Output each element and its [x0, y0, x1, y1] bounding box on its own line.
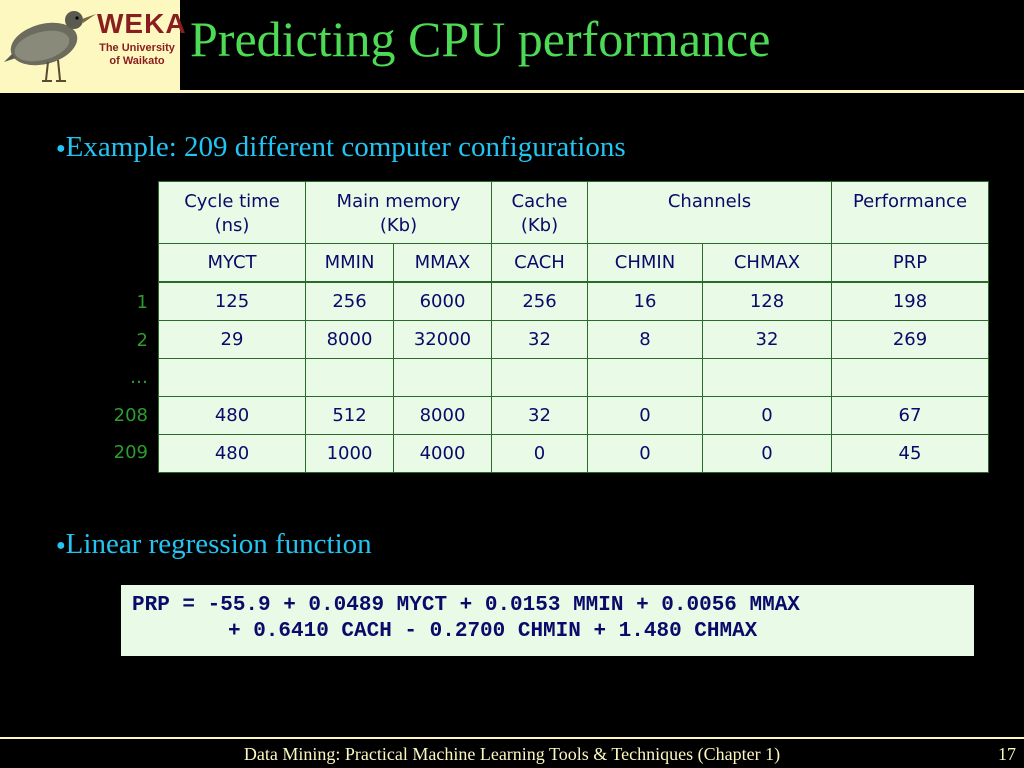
column-header: CHMIN [587, 243, 703, 283]
table-cell: 8000 [305, 320, 394, 359]
table-cell [702, 358, 832, 397]
formula-line-1: PRP = -55.9 + 0.0489 MYCT + 0.0153 MMIN … [132, 594, 800, 617]
table-cell: 0 [702, 396, 832, 435]
table-cell: 0 [702, 434, 832, 473]
header-divider [0, 90, 1024, 93]
table-cell: 8000 [393, 396, 492, 435]
column-header: MMIN [305, 243, 394, 283]
regression-formula: PRP = -55.9 + 0.0489 MYCT + 0.0153 MMIN … [121, 585, 974, 656]
table-cell: 125 [158, 281, 306, 321]
table-cell: 32 [491, 320, 588, 359]
table-cell: 45 [831, 434, 989, 473]
table-cell [491, 358, 588, 397]
table-cell: 29 [158, 320, 306, 359]
table-cell: 32 [491, 396, 588, 435]
table-cell: 8 [587, 320, 703, 359]
table-cell: 6000 [393, 281, 492, 321]
bullet-dot-icon: ● [56, 537, 66, 554]
footer-text: Data Mining: Practical Machine Learning … [243, 744, 781, 764]
column-header-row: MYCT MMIN MMAX CACH CHMIN CHMAX PRP [158, 243, 989, 283]
page-number: 17 [998, 744, 1016, 764]
table-cell [587, 358, 703, 397]
table-cell [305, 358, 394, 397]
table-row: 480 1000 4000 0 0 0 45 [158, 434, 989, 473]
row-label: 209 [113, 442, 148, 464]
table-cell: 16 [587, 281, 703, 321]
weka-brand-text: WEKA [97, 8, 187, 39]
row-label: … [130, 367, 148, 389]
table-cell: 480 [158, 396, 306, 435]
bullet-example: ●Example: 209 different computer configu… [56, 131, 626, 164]
row-label: 1 [136, 292, 148, 313]
table-cell: 512 [305, 396, 394, 435]
table-cell: 256 [491, 281, 588, 321]
slide-title: Predicting CPU performance [190, 11, 771, 67]
table-cell: 480 [158, 434, 306, 473]
table-cell: 198 [831, 281, 989, 321]
table-row [158, 358, 989, 397]
table-row: 480 512 8000 32 0 0 67 [158, 396, 989, 435]
table-cell [831, 358, 989, 397]
formula-line-2: + 0.6410 CACH - 0.2700 CHMIN + 1.480 CHM… [228, 620, 758, 643]
bullet-dot-icon: ● [56, 140, 66, 157]
row-label: 2 [136, 329, 148, 351]
table-cell: 0 [491, 434, 588, 473]
weka-logo: WEKA The University of Waikato [0, 0, 186, 90]
institution-line-2: of Waikato [109, 55, 165, 67]
group-header-row: Cycle time (ns) Main memory (Kb) Cache (Kb)… [158, 181, 989, 244]
table-cell: 0 [587, 434, 703, 473]
header-channels: Channels [587, 181, 832, 244]
table-row: 125 256 6000 256 16 128 198 [158, 281, 989, 321]
table-cell: 32000 [393, 320, 492, 359]
column-header: PRP [831, 243, 989, 283]
table-cell: 269 [831, 320, 989, 359]
column-header: MMAX [393, 243, 492, 283]
institution-text: The University of Waikato [97, 42, 177, 68]
column-header: MYCT [158, 243, 306, 283]
footer-divider [0, 737, 1024, 739]
table-cell [158, 358, 306, 397]
table-cell: 1000 [305, 434, 394, 473]
column-header: CACH [491, 243, 588, 283]
table-row: 29 8000 32000 32 8 32 269 [158, 320, 989, 359]
bullet-example-text: Example: 209 different computer configur… [65, 131, 626, 163]
cpu-data-table: Cycle time (ns) Main memory (Kb) Cache (Kb)… [158, 181, 989, 473]
header-cycle-time: Cycle time (ns) [158, 181, 306, 244]
weka-bird-icon [4, 11, 96, 82]
table-cell: 128 [702, 281, 832, 321]
table-cell [393, 358, 492, 397]
header-main-memory: Main memory (Kb) [305, 181, 492, 244]
bullet-regression: ●Linear regression function [56, 528, 372, 561]
institution-line-1: The University [99, 42, 175, 54]
table-cell: 32 [702, 320, 832, 359]
row-labels: 1 2 … 208 209 [100, 284, 148, 472]
table-cell: 256 [305, 281, 394, 321]
table-cell: 0 [587, 396, 703, 435]
row-label: 208 [113, 404, 148, 426]
bullet-regression-text: Linear regression function [65, 528, 372, 560]
header-cache: Cache (Kb) [491, 181, 588, 244]
column-header: CHMAX [702, 243, 832, 283]
header-performance: Performance [831, 181, 989, 244]
table-cell: 4000 [393, 434, 492, 473]
table-cell: 67 [831, 396, 989, 435]
